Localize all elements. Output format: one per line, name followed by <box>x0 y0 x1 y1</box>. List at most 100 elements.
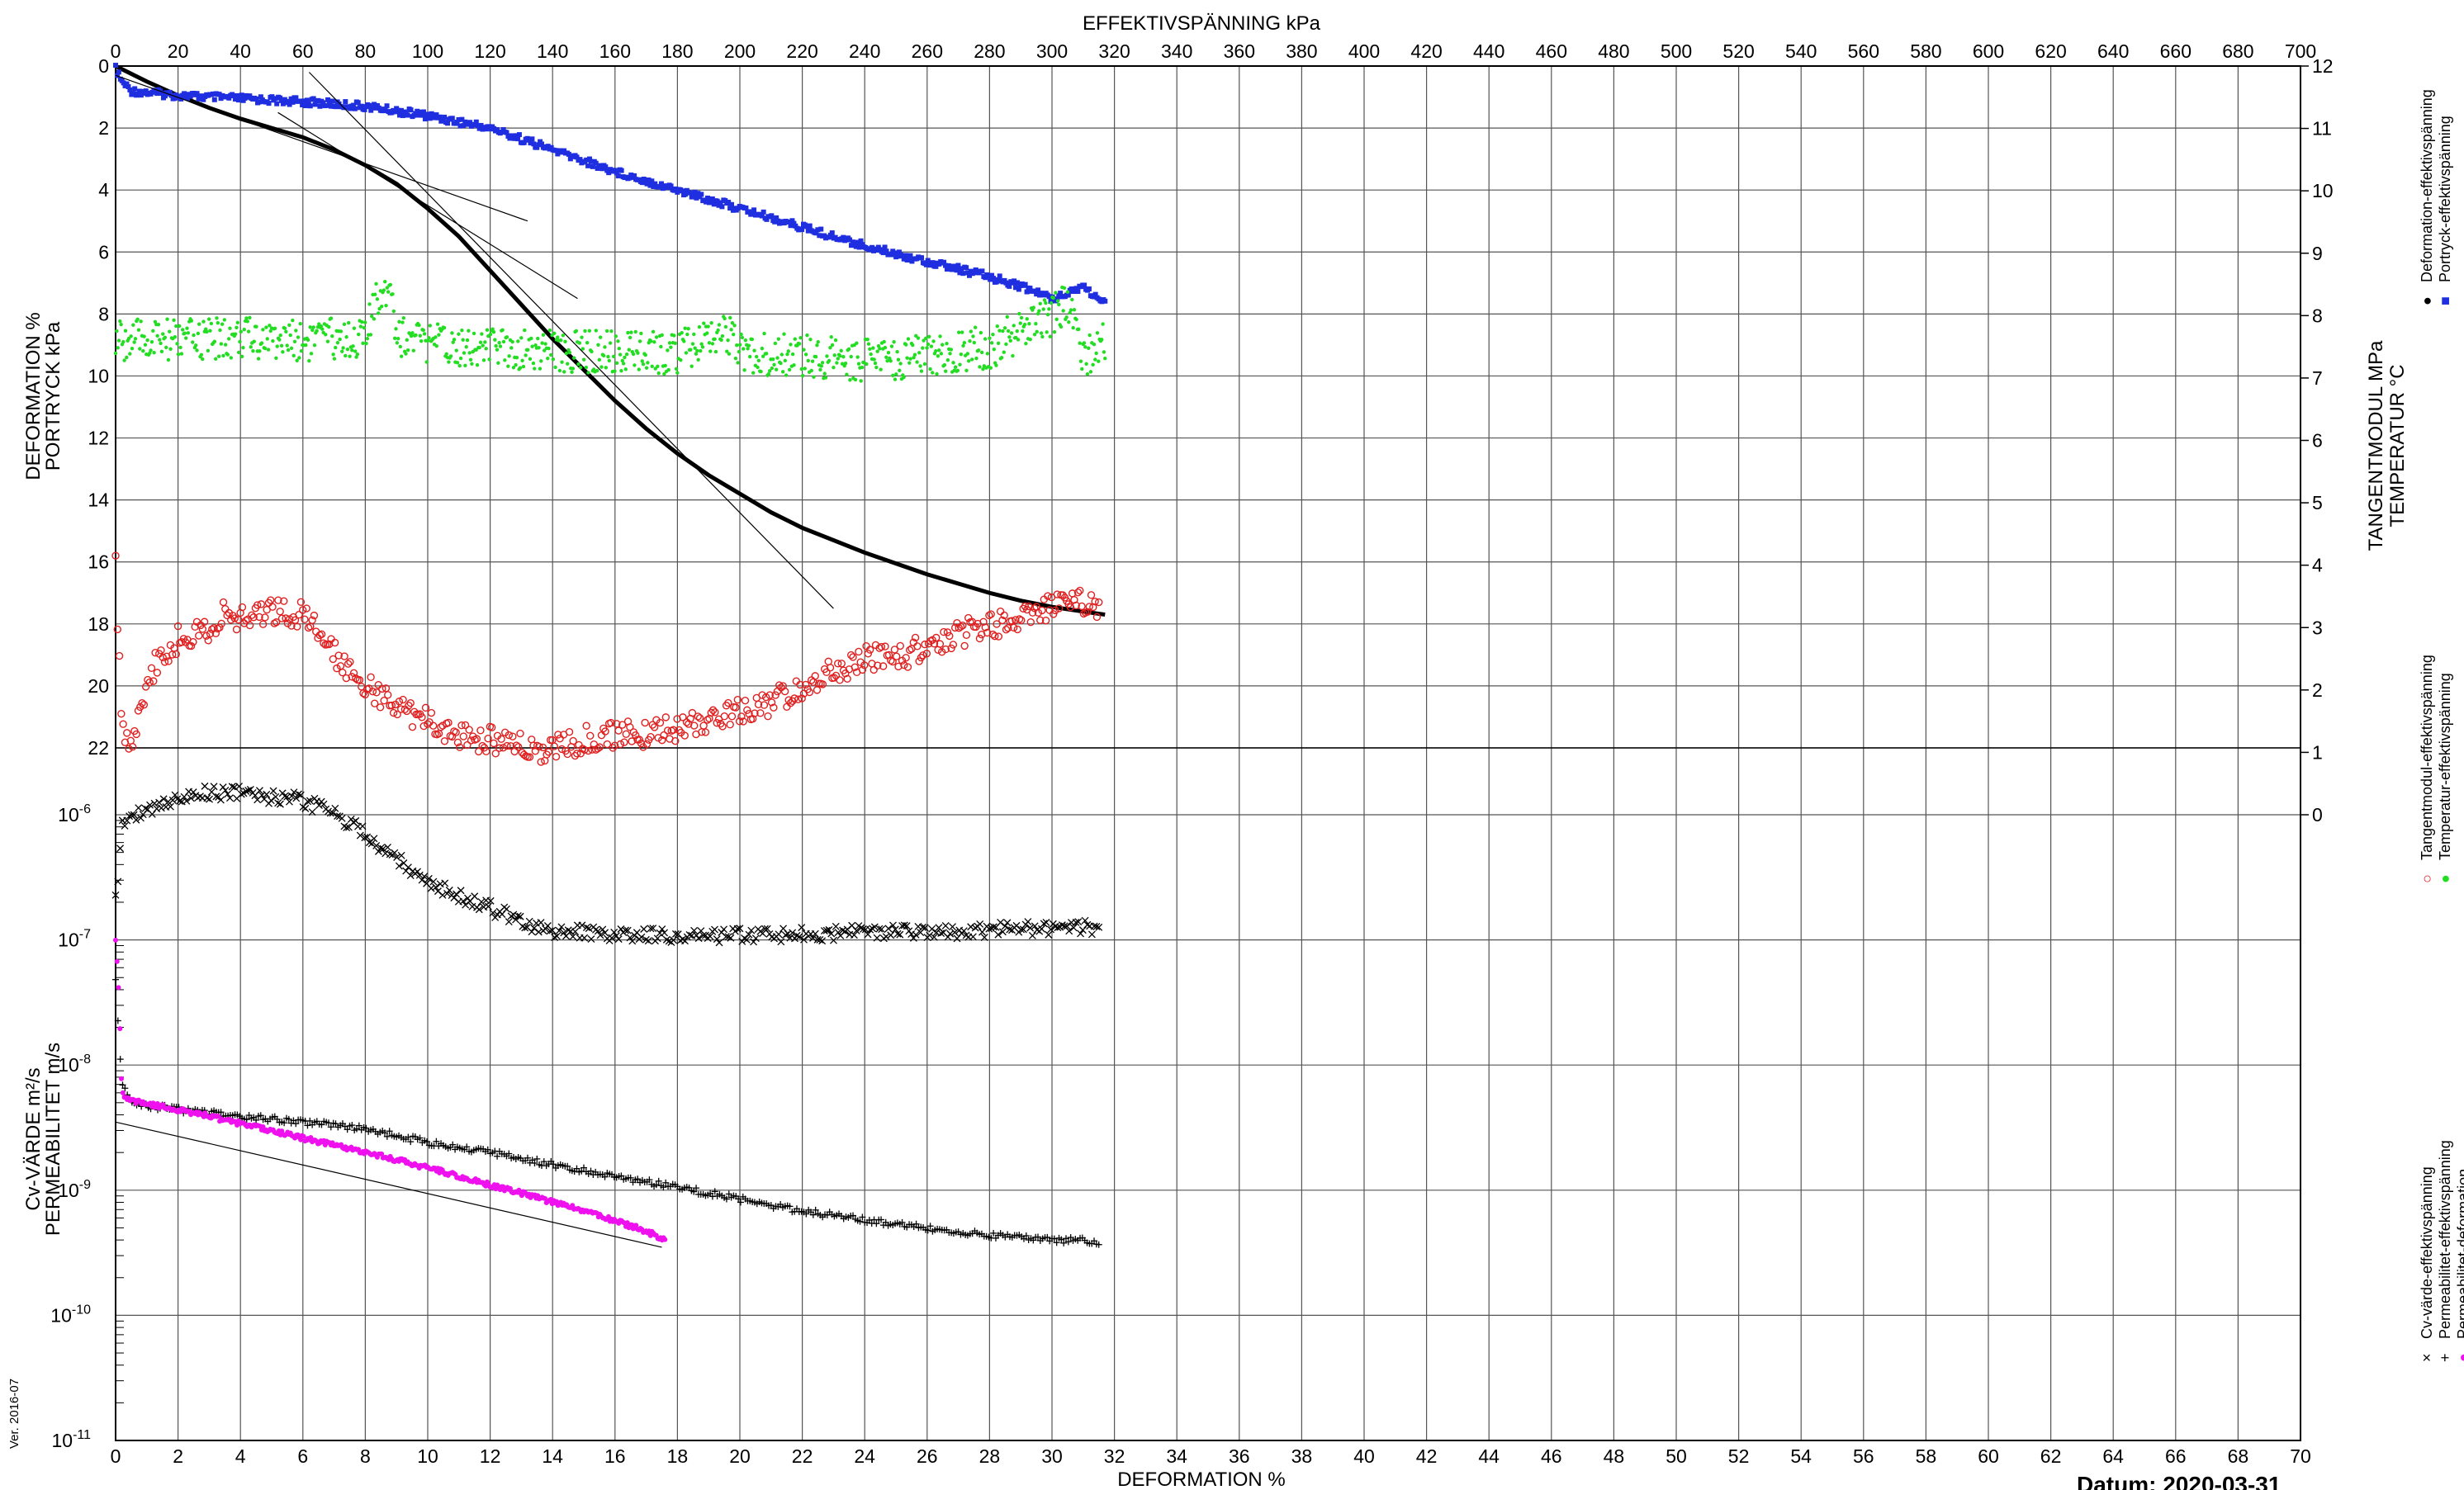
pore-pressure-point <box>888 252 894 258</box>
temperature-point <box>296 335 301 339</box>
temperature-point <box>543 348 547 352</box>
tangent-modulus-point <box>248 611 256 619</box>
tangent-modulus-point <box>550 742 558 750</box>
cv-point <box>168 796 177 804</box>
temperature-point <box>1035 329 1039 334</box>
permeability-stress-point <box>306 1117 314 1124</box>
temperature-point <box>764 352 769 356</box>
temperature-point <box>1064 315 1069 319</box>
temperature-point <box>936 354 941 358</box>
tangent-modulus-point <box>610 741 619 750</box>
cv-point <box>189 788 197 797</box>
permeability-stress-point <box>587 1167 595 1175</box>
tangent-modulus-point <box>293 622 301 631</box>
temperature-point <box>571 356 576 360</box>
tangent-modulus-point <box>123 729 131 737</box>
legend-entry: ×Cv-värde-effektivspänning <box>2419 1166 2435 1362</box>
cv-point <box>653 934 661 943</box>
cv-point <box>489 909 497 917</box>
tangent-modulus-point <box>569 736 577 745</box>
top-tick-label: 0 <box>111 40 121 62</box>
temperature-point <box>654 335 659 339</box>
temperature-point <box>792 363 796 367</box>
tangent-modulus-point <box>622 730 630 739</box>
temperature-point <box>341 346 345 350</box>
tangent-modulus-point <box>223 611 231 620</box>
permeability-stress-point <box>332 1120 339 1128</box>
pore-pressure-point <box>818 226 824 232</box>
cv-point <box>727 934 735 942</box>
cv-point <box>941 922 950 929</box>
pore-pressure-point <box>584 157 590 163</box>
tangent-modulus-point <box>894 662 903 671</box>
pore-pressure-point <box>358 103 364 109</box>
temperature-point <box>905 356 909 360</box>
tangent-modulus-point <box>334 651 343 660</box>
pore-pressure-point <box>277 95 283 101</box>
tangent-modulus-point <box>900 660 908 669</box>
temperature-point <box>148 351 152 355</box>
tangent-modulus-point <box>603 740 612 749</box>
cv-point <box>789 929 797 937</box>
temperature-point <box>330 333 334 338</box>
tangent-modulus-point <box>998 616 1007 625</box>
cv-point <box>637 933 646 941</box>
pore-pressure-point <box>434 112 439 118</box>
pore-pressure-point <box>1012 278 1017 284</box>
temperature-point <box>274 356 278 360</box>
permeability-stress-point <box>618 1172 625 1180</box>
pore-pressure-point <box>577 157 583 163</box>
temperature-point <box>185 326 189 330</box>
temperature-point <box>272 326 277 331</box>
tangent-modulus-point <box>258 620 268 628</box>
tangent-modulus-point <box>906 646 914 655</box>
tangent-modulus-point <box>310 611 319 620</box>
top-tick-label: 180 <box>661 40 693 62</box>
bottom-tick-label: 68 <box>2228 1445 2249 1467</box>
tangent-modulus-point <box>650 723 659 731</box>
temperature-point <box>1054 317 1059 321</box>
temperature-point <box>401 315 406 320</box>
legend-marker: ● <box>2437 874 2453 883</box>
permeability-stress-point <box>646 1176 653 1184</box>
cv-point <box>242 788 250 795</box>
temperature-point <box>738 343 742 347</box>
temperature-point <box>827 358 832 363</box>
cv-point <box>274 799 282 807</box>
pore-pressure-point <box>789 218 795 224</box>
pore-pressure-point <box>612 168 618 173</box>
temperature-point <box>334 345 338 350</box>
temperature-point <box>396 336 400 341</box>
tangent-modulus-point <box>1044 592 1052 600</box>
temperature-point <box>236 350 241 355</box>
cv-point <box>287 792 296 800</box>
permeability-stress-point <box>1095 1241 1102 1248</box>
tangent-modulus-point <box>614 726 623 735</box>
cv-point <box>976 920 984 928</box>
temperature-point <box>762 331 766 336</box>
pore-pressure-point <box>457 123 463 129</box>
left-lower-title-line1: Cv-VÄRDE m²/s <box>22 1067 45 1210</box>
top-tick-label: 700 <box>2285 40 2316 62</box>
temperature-point <box>199 352 204 357</box>
tangent-modulus-point <box>896 641 904 650</box>
pore-pressure-point <box>437 114 443 120</box>
permeability-stress-point <box>737 1199 744 1206</box>
tangent-modulus-point <box>862 641 870 650</box>
temperature-point <box>931 371 935 375</box>
tangent-modulus-point <box>200 617 209 626</box>
tangent-modulus-point <box>267 596 275 604</box>
cv-point <box>1090 922 1098 930</box>
cv-point <box>503 905 510 913</box>
tangent-modulus-point <box>688 708 697 717</box>
temperature-point <box>976 348 981 352</box>
legend-entry: ●Temperatur-effektivspänning <box>2437 673 2453 883</box>
temperature-point <box>460 328 464 333</box>
tangent-modulus-point <box>484 734 492 743</box>
temperature-point <box>222 318 227 322</box>
temperature-point <box>805 333 809 338</box>
tangent-modulus-point <box>818 680 827 688</box>
tangent-modulus-point <box>444 718 453 727</box>
permeability-stress-point <box>723 1195 730 1203</box>
tangent-modulus-point <box>994 632 1003 641</box>
